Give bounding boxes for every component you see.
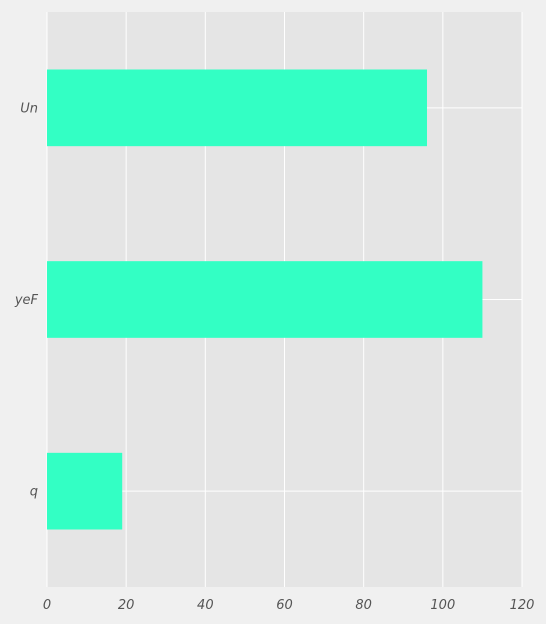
x-tick-label: 100	[430, 598, 455, 613]
x-tick-label: 80	[355, 598, 372, 613]
x-tick-label: 120	[510, 598, 535, 613]
bar-q	[47, 452, 123, 530]
y-tick-label: yeF	[14, 293, 39, 308]
y-tick-label: q	[30, 485, 38, 500]
x-tick-labels: 0 20 40 60 80 100 120	[43, 598, 535, 613]
bars	[47, 69, 483, 530]
y-tick-labels: Un yeF q	[14, 101, 39, 499]
x-tick-label: 0	[43, 598, 51, 613]
bar-Un	[47, 69, 427, 147]
x-tick-label: 60	[276, 598, 293, 613]
bar-yeF	[47, 261, 483, 338]
x-tick-label: 40	[197, 598, 214, 613]
x-tick-label: 20	[118, 598, 135, 613]
y-tick-label: Un	[20, 101, 38, 116]
